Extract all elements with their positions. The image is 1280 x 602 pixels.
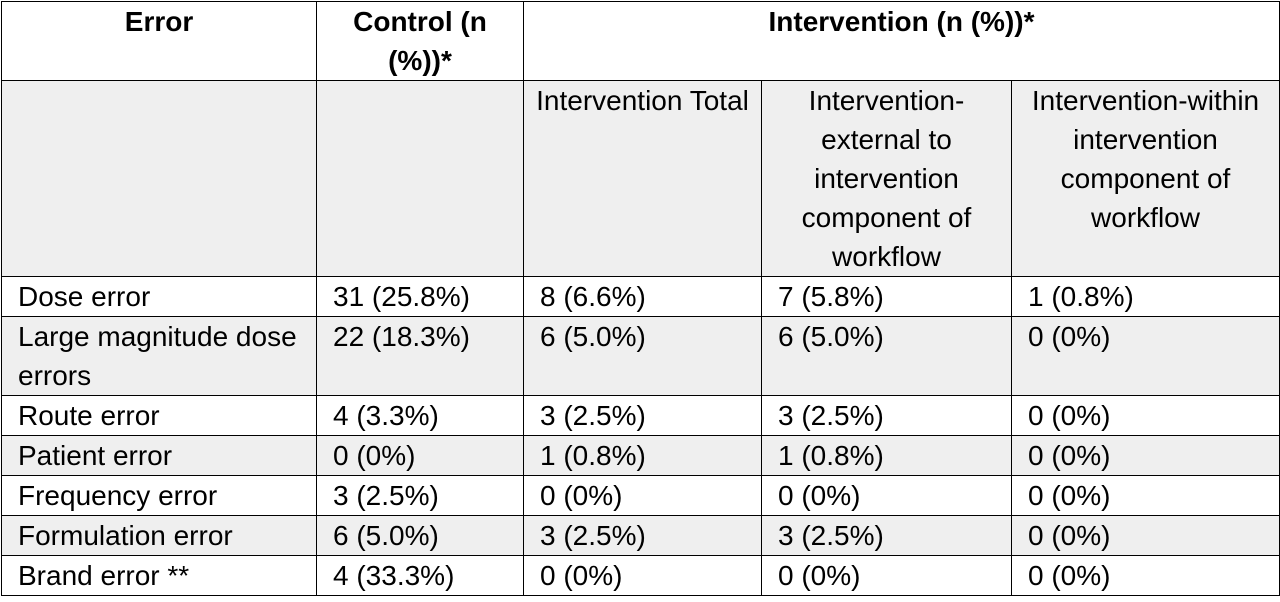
cell-control: 0 (0%)	[316, 435, 524, 476]
row-label: Route error	[1, 395, 317, 436]
table-row: Patient error 0 (0%) 1 (0.8%) 1 (0.8%) 0…	[1, 435, 1280, 476]
cell-control: 6 (5.0%)	[316, 515, 524, 556]
cell-control: 4 (3.3%)	[316, 395, 524, 436]
row-label: Brand error **	[1, 555, 317, 596]
cell-total: 8 (6.6%)	[523, 276, 762, 317]
header-intervention: Intervention (n (%))*	[522, 1, 1280, 81]
header-row: Error Control (n (%))* Intervention (n (…	[1, 1, 1280, 81]
cell-external: 0 (0%)	[761, 555, 1012, 596]
cell-within: 0 (0%)	[1010, 515, 1280, 556]
cell-within: 0 (0%)	[1010, 555, 1280, 596]
subheader-row: Intervention Total Intervention-external…	[1, 80, 1280, 277]
cell-control: 22 (18.3%)	[316, 316, 524, 396]
header-error: Error	[1, 1, 317, 81]
subheader-intervention-total: Intervention Total	[523, 80, 762, 277]
header-control: Control (n (%))*	[316, 1, 524, 81]
cell-within: 1 (0.8%)	[1010, 276, 1280, 317]
cell-external: 1 (0.8%)	[761, 435, 1012, 476]
row-label: Dose error	[1, 276, 317, 317]
cell-within: 0 (0%)	[1010, 316, 1280, 396]
subheader-control-empty	[316, 80, 524, 277]
row-label: Patient error	[1, 435, 317, 476]
subheader-intervention-external: Intervention-external to intervention co…	[761, 80, 1012, 277]
row-label: Frequency error	[1, 475, 317, 516]
table-row: Dose error 31 (25.8%) 8 (6.6%) 7 (5.8%) …	[1, 276, 1280, 317]
table-row: Brand error ** 4 (33.3%) 0 (0%) 0 (0%) 0…	[1, 555, 1280, 596]
table-row: Formulation error 6 (5.0%) 3 (2.5%) 3 (2…	[1, 515, 1280, 556]
cell-control: 3 (2.5%)	[316, 475, 524, 516]
cell-external: 3 (2.5%)	[761, 515, 1012, 556]
cell-total: 6 (5.0%)	[523, 316, 762, 396]
cell-control: 31 (25.8%)	[316, 276, 524, 317]
cell-within: 0 (0%)	[1010, 435, 1280, 476]
cell-external: 0 (0%)	[761, 475, 1012, 516]
row-label: Large magnitude dose errors	[1, 316, 317, 396]
cell-within: 0 (0%)	[1010, 475, 1280, 516]
table-row: Large magnitude dose errors 22 (18.3%) 6…	[1, 316, 1280, 396]
cell-external: 6 (5.0%)	[761, 316, 1012, 396]
cell-total: 1 (0.8%)	[523, 435, 762, 476]
table-row: Frequency error 3 (2.5%) 0 (0%) 0 (0%) 0…	[1, 475, 1280, 516]
cell-total: 3 (2.5%)	[523, 395, 762, 436]
cell-total: 0 (0%)	[523, 475, 762, 516]
subheader-empty	[1, 80, 317, 277]
cell-external: 3 (2.5%)	[761, 395, 1012, 436]
cell-external: 7 (5.8%)	[761, 276, 1012, 317]
cell-total: 3 (2.5%)	[523, 515, 762, 556]
row-label: Formulation error	[1, 515, 317, 556]
cell-total: 0 (0%)	[523, 555, 762, 596]
cell-within: 0 (0%)	[1010, 395, 1280, 436]
cell-control: 4 (33.3%)	[316, 555, 524, 596]
subheader-intervention-within: Intervention-within intervention compone…	[1010, 80, 1280, 277]
table-row: Route error 4 (3.3%) 3 (2.5%) 3 (2.5%) 0…	[1, 395, 1280, 436]
